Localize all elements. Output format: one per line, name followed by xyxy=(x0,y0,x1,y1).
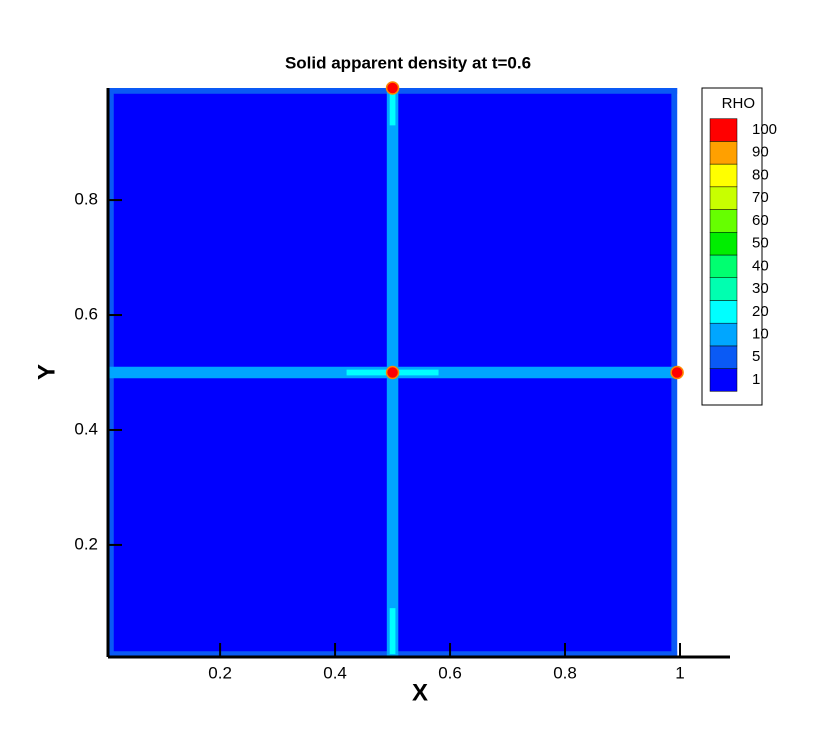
legend-label: 5 xyxy=(752,348,760,365)
legend-label: 30 xyxy=(752,280,769,297)
legend-label: 100 xyxy=(752,121,777,138)
x-tick-label: 0.4 xyxy=(323,663,347,682)
legend-label: 90 xyxy=(752,144,769,161)
legend-swatch xyxy=(709,232,738,256)
legend-swatch xyxy=(709,209,738,233)
x-tick-label: 1 xyxy=(675,663,684,682)
legend-label: 60 xyxy=(752,212,769,229)
legend-label: 40 xyxy=(752,257,769,274)
legend-swatch xyxy=(709,277,738,301)
x-tick-label: 0.6 xyxy=(438,663,462,682)
legend-label: 1 xyxy=(752,371,760,388)
hot-spot xyxy=(385,81,400,95)
legend-swatch xyxy=(709,368,738,392)
chart-title: Solid apparent density at t=0.6 xyxy=(285,53,531,72)
legend-swatch xyxy=(709,345,738,369)
contour-cell xyxy=(389,90,396,126)
legend-swatch xyxy=(709,322,738,347)
legend-label: 20 xyxy=(752,303,769,320)
legend-swatch xyxy=(709,118,738,142)
y-axis-label: Y xyxy=(33,364,60,380)
legend-title: RHO xyxy=(722,95,755,112)
legend-label: 70 xyxy=(752,189,769,206)
x-axis-label: X xyxy=(412,679,428,706)
x-tick-label: 0.8 xyxy=(553,663,577,682)
legend-swatch xyxy=(709,254,738,278)
y-tick-label: 0.2 xyxy=(74,534,98,553)
y-tick-label: 0.8 xyxy=(74,190,98,209)
x-tick-label: 0.2 xyxy=(208,663,232,682)
legend-swatch xyxy=(709,186,738,210)
contour-cell xyxy=(389,608,396,655)
contour-field xyxy=(108,81,684,657)
legend-swatch xyxy=(709,141,738,165)
legend-label: 10 xyxy=(752,326,769,343)
legend-label: 80 xyxy=(752,166,769,183)
y-tick-label: 0.6 xyxy=(74,305,98,324)
legend-swatch xyxy=(709,163,738,188)
legend-swatch xyxy=(709,300,738,324)
y-tick-label: 0.4 xyxy=(74,419,98,438)
hot-spot xyxy=(670,365,684,380)
hot-spot xyxy=(385,365,400,380)
legend-label: 50 xyxy=(752,235,769,252)
